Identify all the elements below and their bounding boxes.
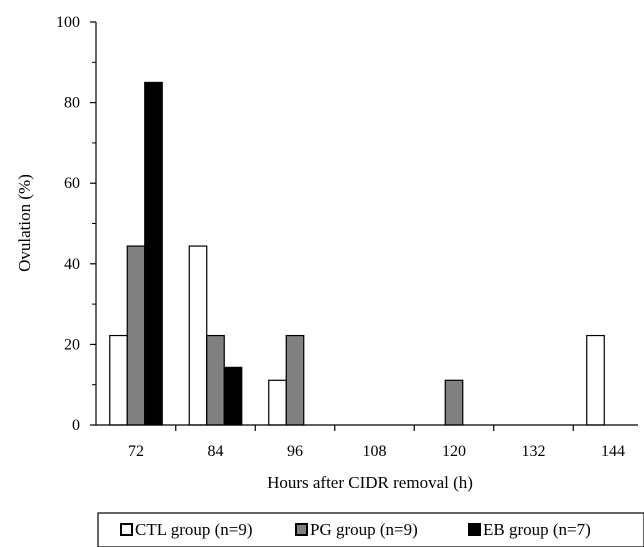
x-tick-label: 144	[601, 443, 625, 460]
bar	[144, 81, 163, 426]
bar	[206, 334, 225, 426]
bar	[444, 379, 464, 426]
bar	[109, 334, 128, 426]
bar	[126, 245, 146, 426]
y-tick-label: 0	[72, 417, 80, 434]
x-tick-label: 72	[128, 443, 144, 460]
x-tick-label: 108	[363, 443, 387, 460]
legend-swatch	[468, 523, 481, 536]
bar	[268, 379, 287, 426]
x-tick-label: 132	[522, 443, 546, 460]
x-tick-label: 96	[287, 443, 303, 460]
x-tick-label: 120	[442, 443, 466, 460]
legend-label: CTL group (n=9)	[135, 520, 253, 539]
y-tick-label: 20	[64, 336, 80, 353]
bar	[285, 334, 305, 426]
y-tick-label: 40	[64, 256, 80, 273]
legend-label: EB group (n=7)	[483, 520, 591, 539]
y-ticks: 0 20 40 60 80 100	[56, 14, 96, 434]
legend-label: PG group (n=9)	[310, 520, 418, 539]
bar	[223, 366, 243, 426]
plot-area	[109, 81, 605, 426]
y-tick-label: 100	[56, 14, 80, 31]
y-axis-title: Ovulation (%)	[15, 174, 34, 272]
bar	[586, 334, 605, 426]
legend-box	[97, 512, 644, 547]
legend: CTL group (n=9) PG group (n=9) EB group (n…	[97, 512, 644, 547]
x-tick-label: 84	[208, 443, 224, 460]
bar	[188, 245, 208, 426]
y-tick-label: 60	[64, 175, 80, 192]
x-ticks: 72 84 96 108 120 132 144	[128, 425, 625, 460]
legend-swatch	[295, 523, 308, 536]
y-tick-label: 80	[64, 95, 80, 112]
legend-swatch	[120, 523, 133, 536]
x-axis-title: Hours after CIDR removal (h)	[267, 473, 473, 492]
